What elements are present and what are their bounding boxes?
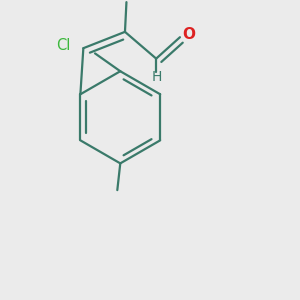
Text: H: H: [152, 70, 162, 84]
Text: Cl: Cl: [56, 38, 70, 53]
Text: O: O: [182, 27, 195, 42]
